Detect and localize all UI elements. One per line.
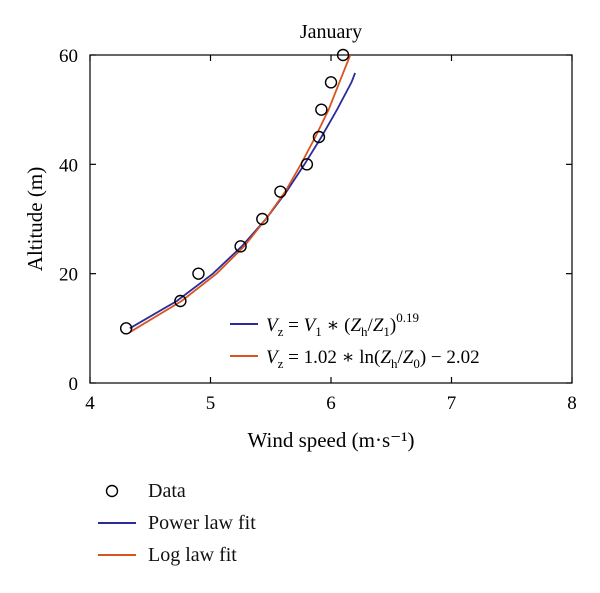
x-tick-label: 5 bbox=[206, 393, 216, 414]
data-point bbox=[174, 294, 187, 308]
legend-label: Data bbox=[148, 479, 186, 502]
y-tick-label: 40 bbox=[59, 155, 78, 176]
x-tick-label: 8 bbox=[567, 393, 577, 414]
data-point bbox=[256, 212, 269, 226]
y-tick-label: 20 bbox=[59, 265, 78, 286]
log-law-fit-line bbox=[129, 54, 352, 333]
y-axis-ticks: 0 20 40 60 bbox=[59, 46, 572, 395]
data-point bbox=[324, 76, 338, 89]
x-tick-label: 7 bbox=[447, 393, 457, 414]
y-tick-label: 60 bbox=[59, 46, 78, 67]
power-law-equation: Vz = V1 ∗ (Zh/Z1)0.19 bbox=[266, 310, 419, 339]
data-point bbox=[315, 103, 328, 116]
data-point bbox=[192, 267, 205, 280]
data-point bbox=[119, 322, 133, 335]
x-tick-label: 6 bbox=[326, 393, 336, 414]
y-tick-label: 0 bbox=[69, 374, 79, 395]
blue-line-swatch-icon bbox=[98, 513, 148, 533]
y-axis-title: Altitude (m) bbox=[23, 167, 47, 271]
log-law-equation: Vz = 1.02 ∗ ln(Zh/Z0) − 2.02 bbox=[266, 347, 480, 371]
data-point bbox=[336, 48, 350, 62]
bottom-legend: Data Power law fit Log law fit bbox=[98, 475, 398, 571]
legend-item-log-law: Log law fit bbox=[98, 539, 398, 571]
x-tick-label: 4 bbox=[85, 393, 95, 414]
x-axis-ticks: 4 5 6 7 8 bbox=[85, 55, 577, 414]
legend-label: Log law fit bbox=[148, 543, 237, 566]
power-law-fit-line bbox=[129, 72, 356, 330]
series-layer bbox=[119, 48, 356, 335]
data-point bbox=[300, 158, 314, 171]
legend-label: Power law fit bbox=[148, 511, 256, 534]
data-point bbox=[274, 185, 287, 198]
open-circle-marker-icon bbox=[98, 481, 148, 501]
legend-item-power-law: Power law fit bbox=[98, 507, 398, 539]
inner-legend: Vz = V1 ∗ (Zh/Z1)0.19 Vz = 1.02 ∗ ln(Zh/… bbox=[230, 310, 480, 371]
data-point bbox=[234, 240, 247, 253]
data-point bbox=[312, 130, 326, 144]
chart-title: January bbox=[300, 21, 362, 43]
x-axis-title: Wind speed (m·s⁻¹) bbox=[248, 428, 415, 452]
red-line-swatch-icon bbox=[98, 545, 148, 565]
legend-item-data: Data bbox=[98, 475, 398, 507]
